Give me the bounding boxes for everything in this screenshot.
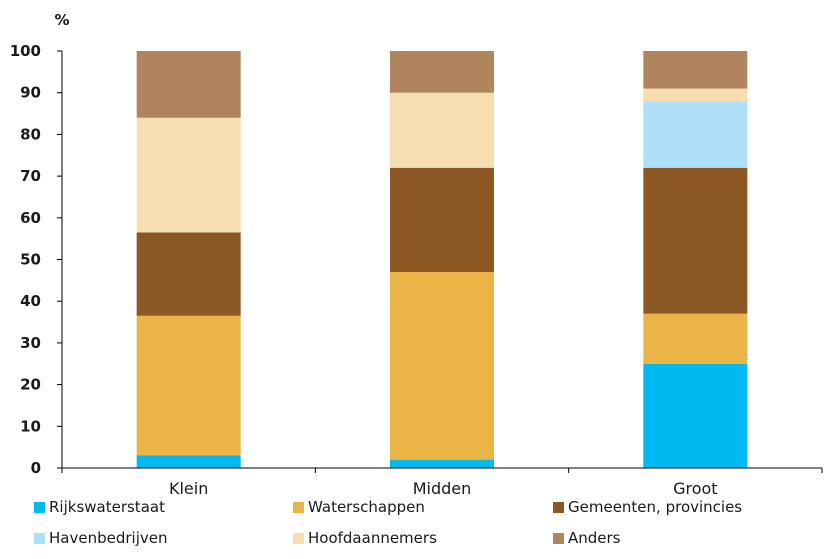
- bar-segment-gemeenten-provincies: [136, 232, 241, 316]
- bar-stack-midden: [390, 51, 494, 468]
- y-tick-label: 20: [20, 376, 41, 394]
- y-tick-label: 80: [20, 125, 41, 143]
- legend-label: Waterschappen: [308, 498, 425, 516]
- x-tick-label: Groot: [673, 479, 717, 498]
- bar-segment-hoofdaannemers: [390, 92, 494, 168]
- legend-label: Anders: [568, 529, 621, 547]
- y-tick-label: 70: [20, 167, 41, 185]
- bar-stack-klein: [136, 51, 241, 468]
- y-tick-label: 0: [31, 459, 41, 477]
- bar-groups: [136, 51, 748, 468]
- bar-segment-anders: [136, 51, 241, 118]
- legend-swatch: [34, 501, 45, 513]
- stacked-bar-chart: % 0 10 20 30 40 50 60 70 80 90 100 Klein Midden Groo…: [10, 11, 823, 498]
- x-axis: Klein Midden Groot: [61, 467, 823, 498]
- y-tick-label: 90: [20, 84, 41, 102]
- legend-item: Anders: [553, 527, 621, 549]
- y-axis: 0 10 20 30 40 50 60 70 80 90 100: [10, 42, 63, 477]
- bar-segment-rijkswaterstaat: [643, 363, 748, 468]
- chart: % 0 10 20 30 40 50 60 70 80 90 100 Klein Midden Groo…: [10, 11, 823, 498]
- bar-segment-waterschappen: [643, 313, 748, 364]
- bar-segment-hoofdaannemers: [643, 88, 748, 102]
- legend-label: Havenbedrijven: [49, 529, 168, 547]
- bar-segment-anders: [390, 51, 494, 93]
- legend-swatch: [293, 532, 304, 544]
- y-tick-label: 100: [10, 42, 41, 60]
- x-tick-label: Klein: [169, 479, 208, 498]
- y-tick-label: 10: [20, 417, 41, 435]
- y-axis-label: %: [54, 11, 69, 29]
- legend-label: Hoofdaannemers: [308, 529, 437, 547]
- bar-segment-waterschappen: [136, 315, 241, 456]
- y-tick-label: 50: [20, 251, 41, 269]
- bar-segment-waterschappen: [390, 272, 494, 460]
- bar-segment-anders: [643, 51, 748, 89]
- bar-segment-havenbedrijven: [643, 101, 748, 168]
- legend-swatch: [34, 532, 45, 544]
- y-tick-label: 60: [20, 209, 41, 227]
- legend-swatch: [553, 532, 564, 544]
- legend-swatch: [553, 501, 564, 513]
- legend-label: Gemeenten, provincies: [568, 498, 743, 516]
- y-tick-label: 30: [20, 334, 41, 352]
- legend-item: Hoofdaannemers: [293, 527, 437, 549]
- bar-segment-rijkswaterstaat: [136, 455, 241, 468]
- legend-swatch: [293, 501, 304, 513]
- bar-segment-hoofdaannemers: [136, 117, 241, 233]
- legend-label: Rijkswaterstaat: [49, 498, 165, 516]
- x-tick-label: Midden: [413, 479, 472, 498]
- bar-segment-gemeenten-provincies: [643, 167, 748, 314]
- legend-item: Havenbedrijven: [34, 527, 167, 549]
- bar-segment-rijkswaterstaat: [390, 459, 494, 468]
- y-tick-label: 40: [20, 292, 41, 310]
- bar-segment-gemeenten-provincies: [390, 167, 494, 273]
- bar-stack-groot: [643, 51, 748, 468]
